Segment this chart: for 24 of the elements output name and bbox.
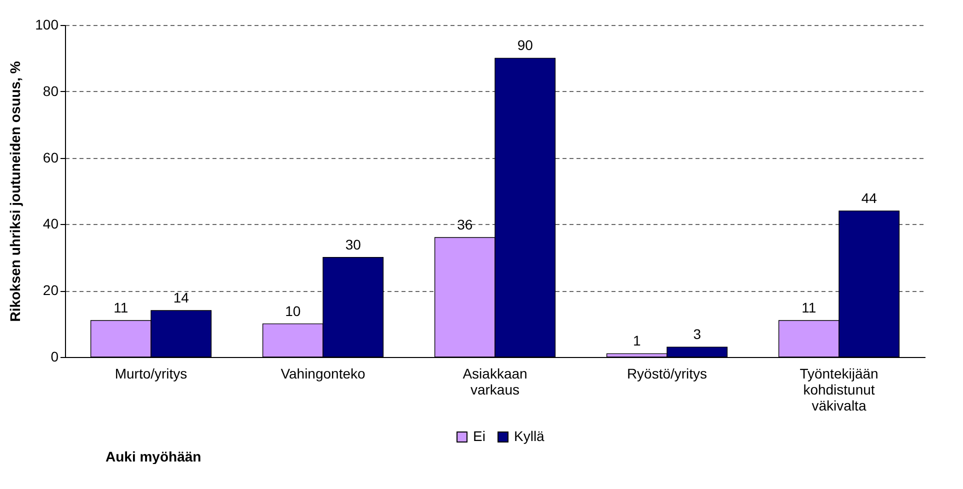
- data-label: 14: [173, 290, 190, 306]
- data-label: 36: [457, 216, 473, 232]
- legend-label: Kyllä: [514, 428, 545, 444]
- x-tick-label: Ryöstö/yritys: [626, 366, 708, 382]
- data-label: 11: [802, 299, 816, 316]
- x-tick-label: Murto/yritys: [114, 366, 188, 382]
- y-tick-label: 20: [42, 282, 59, 298]
- data-label: 90: [517, 37, 534, 54]
- legend-label: Ei: [473, 428, 486, 444]
- data-label: 30: [345, 236, 362, 252]
- data-label: 3: [693, 326, 702, 342]
- data-label: 1: [633, 332, 641, 349]
- y-axis-title: Rikoksen uhriksi joutuneiden osuus, %: [7, 60, 24, 322]
- y-tick-label: 60: [42, 149, 59, 166]
- y-tick-label: 0: [50, 348, 59, 364]
- x-tick-label: Vahingonteko: [280, 366, 366, 382]
- x-tick-label: Työntekijään kohdistunut väkivalta: [800, 366, 878, 414]
- data-label: 44: [861, 190, 878, 206]
- data-label: 10: [285, 302, 301, 319]
- y-tick-label: 40: [42, 216, 59, 232]
- x-tick-label: Asiakkaan varkaus: [462, 366, 528, 398]
- y-tick-label: 100: [35, 16, 59, 32]
- data-label: 11: [114, 299, 128, 316]
- y-tick-label: 80: [42, 82, 59, 99]
